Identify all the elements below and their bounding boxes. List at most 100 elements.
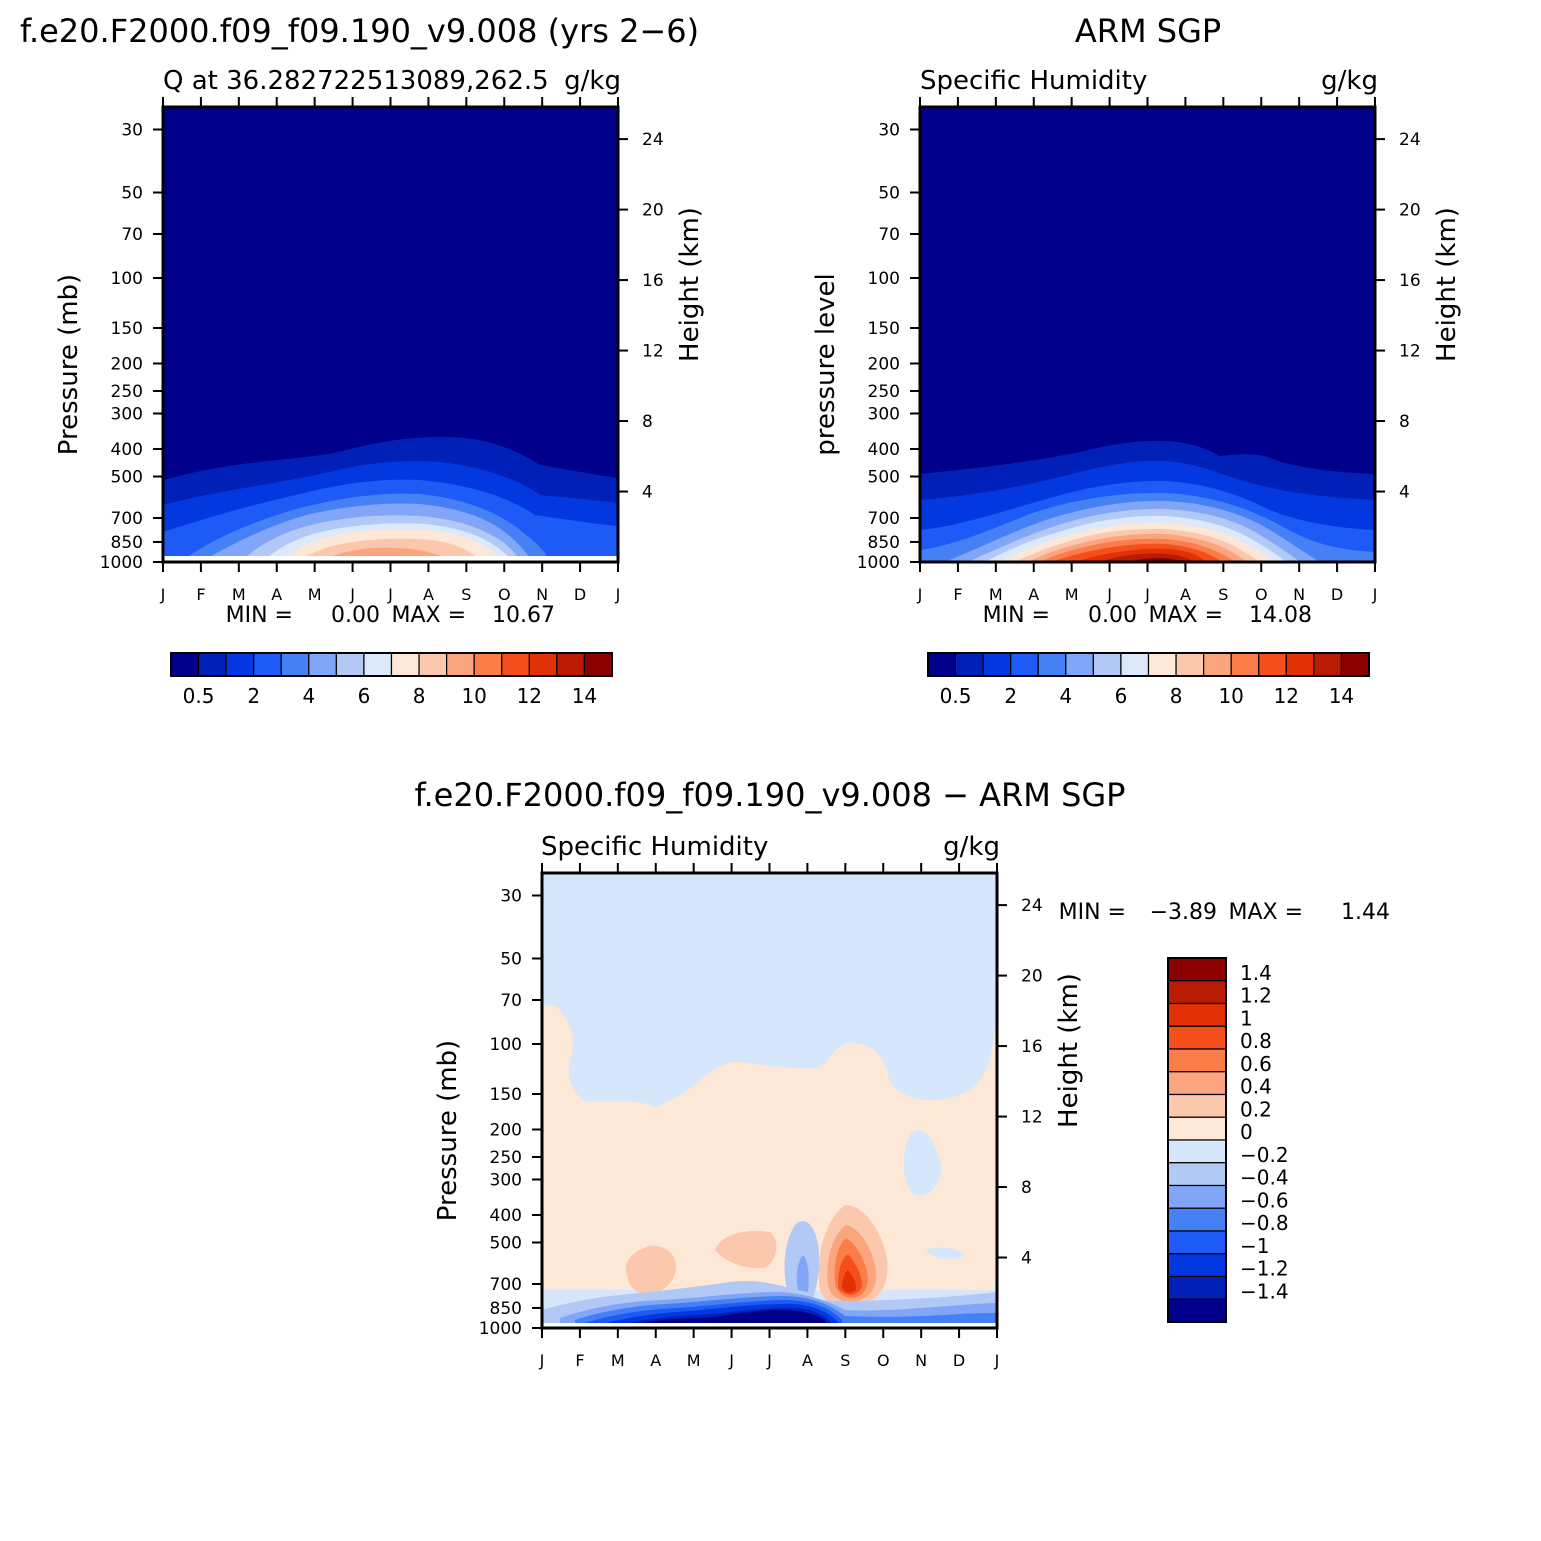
- model-y-tick-label: 500: [111, 468, 143, 488]
- model-x-tick-label: M: [308, 585, 322, 604]
- obs-colorbar-swatch: [1230, 652, 1260, 677]
- diff-colorbar-label: 1: [1240, 1006, 1253, 1030]
- model-y2-tick-label: 16: [642, 271, 664, 291]
- diff-colorbar-frame: [1167, 957, 1227, 1323]
- diff-colorbar-label: −0.4: [1240, 1166, 1289, 1190]
- obs-y-tick-label: 400: [868, 440, 900, 460]
- diff-colorbar-label: 0.6: [1240, 1052, 1272, 1076]
- diff-x-tick-label: J: [994, 1351, 1000, 1370]
- model-colorbar-swatch: [197, 652, 227, 677]
- obs-x-tick-label: J: [1372, 585, 1378, 604]
- model-y2-tick-label: 12: [642, 342, 664, 362]
- model-panel: f.e20.F2000.f09_f09.190_v9.008 (yrs 2−6)…: [20, 12, 705, 708]
- diff-suptitle: f.e20.F2000.f09_f09.190_v9.008 − ARM SGP: [415, 776, 1126, 814]
- obs-y-tick-label: 500: [868, 468, 900, 488]
- diff-y-tick-label: 100: [490, 1035, 522, 1055]
- model-colorbar-swatch: [446, 652, 475, 677]
- obs-colorbar-swatch: [1010, 652, 1039, 677]
- diff-y-tick-label: 250: [490, 1148, 522, 1168]
- diff-y-tick-label: 200: [490, 1120, 522, 1140]
- model-x-tick-label: N: [536, 585, 548, 604]
- model-suptitle: f.e20.F2000.f09_f09.190_v9.008 (yrs 2−6): [20, 12, 699, 50]
- diff-colorbar-label: −1.2: [1240, 1257, 1289, 1281]
- obs-y2-tick-label: 4: [1399, 483, 1410, 503]
- obs-y-tick-label: 150: [868, 319, 900, 339]
- diff-y-tick-label: 850: [490, 1299, 522, 1319]
- diff-max-value: 1.44: [1341, 900, 1390, 925]
- obs-max-value: 14.08: [1249, 603, 1312, 628]
- diff-y-tick-label: 70: [500, 991, 522, 1011]
- diff-colorbar-swatch: [1167, 1298, 1227, 1323]
- diff-colorbar-swatch: [1167, 1116, 1227, 1141]
- diff-y-tick-label: 400: [490, 1206, 522, 1226]
- model-colorbar-label: 4: [302, 684, 315, 708]
- model-colorbar-swatch: [170, 652, 200, 677]
- diff-x-tick-label: S: [840, 1351, 850, 1370]
- model-y2-axis-label: Height (km): [675, 207, 705, 362]
- model-missing-data-strip: [163, 556, 618, 562]
- obs-units: g/kg: [1321, 66, 1378, 96]
- diff-colorbar: 1.41.210.80.60.40.20−0.2−0.4−0.6−0.8−1−1…: [1167, 957, 1289, 1323]
- model-colorbar-frame: [170, 652, 613, 677]
- obs-colorbar-swatch: [1340, 652, 1370, 677]
- obs-x-tick-label: N: [1293, 585, 1305, 604]
- diff-positive-band-upper: [542, 1005, 997, 1290]
- obs-colorbar-label: 10: [1218, 684, 1243, 708]
- diff-colorbar-swatch: [1167, 1207, 1227, 1232]
- obs-colorbar-swatch: [1065, 652, 1094, 677]
- diff-x-tick-label: J: [728, 1351, 734, 1370]
- diff-x-tick-label: M: [611, 1351, 625, 1370]
- model-colorbar-label: 10: [461, 684, 486, 708]
- model-colorbar-swatch: [308, 652, 337, 677]
- model-colorbar-label: 12: [517, 684, 542, 708]
- obs-y-tick-label: 850: [868, 533, 900, 553]
- diff-colorbar-label: −1: [1240, 1234, 1269, 1258]
- model-colorbar-swatch: [363, 652, 393, 677]
- obs-colorbar-label: 0.5: [940, 684, 972, 708]
- diff-y-tick-label: 1000: [479, 1319, 522, 1339]
- model-y-tick-label: 150: [111, 319, 143, 339]
- diff-negative-column-aug-core: [796, 1255, 809, 1292]
- obs-y-tick-label: 200: [868, 354, 900, 374]
- obs-colorbar: 0.5 2 4 6 8 10 12 14: [927, 652, 1370, 708]
- model-y-axis-label: Pressure (mb): [54, 274, 84, 455]
- diff-x-tick-label: A: [802, 1351, 813, 1370]
- diff-y-axis-label: Pressure (mb): [433, 1040, 463, 1221]
- obs-colorbar-label: 8: [1170, 684, 1183, 708]
- model-colorbar-swatch: [418, 652, 448, 677]
- obs-y2-tick-label: 16: [1399, 271, 1421, 291]
- model-units: g/kg: [564, 66, 621, 96]
- model-min-value: 0.00: [331, 603, 380, 628]
- diff-plot-field: [542, 873, 997, 1328]
- obs-colorbar-swatch: [1313, 652, 1343, 677]
- model-colorbar-swatch: [556, 652, 586, 677]
- diff-colorbar-swatch: [1167, 957, 1227, 982]
- diff-y-tick-label: 50: [500, 949, 522, 969]
- obs-x-tick-label: A: [1180, 585, 1191, 604]
- diff-y-tick-label: 30: [500, 886, 522, 906]
- model-y2-tick-label: 24: [642, 130, 664, 150]
- diff-colorbar-swatch: [1167, 980, 1227, 1005]
- diff-colorbar-label: 1.4: [1240, 961, 1272, 985]
- model-min-label: MIN =: [226, 603, 293, 628]
- obs-colorbar-swatch: [1092, 652, 1122, 677]
- model-colorbar-swatch: [390, 652, 420, 677]
- diff-colorbar-swatch: [1167, 1002, 1227, 1027]
- diff-colorbar-label: −0.2: [1240, 1143, 1289, 1167]
- model-max-label: MAX =: [391, 603, 466, 628]
- model-y-tick-label: 850: [111, 533, 143, 553]
- model-y-tick-label: 700: [111, 509, 143, 529]
- obs-colorbar-frame: [927, 652, 1370, 677]
- model-x-tick-label: M: [232, 585, 246, 604]
- diff-colorbar-label: −1.4: [1240, 1279, 1289, 1303]
- diff-negative-pocket-right: [925, 1247, 965, 1260]
- obs-x-tick-label: F: [953, 585, 962, 604]
- model-y-tick-label: 100: [111, 269, 143, 289]
- diff-units: g/kg: [943, 832, 1000, 862]
- obs-min-label: MIN =: [983, 603, 1050, 628]
- diff-positive-lobe-jun: [715, 1230, 777, 1269]
- diff-x-tick-label: A: [650, 1351, 661, 1370]
